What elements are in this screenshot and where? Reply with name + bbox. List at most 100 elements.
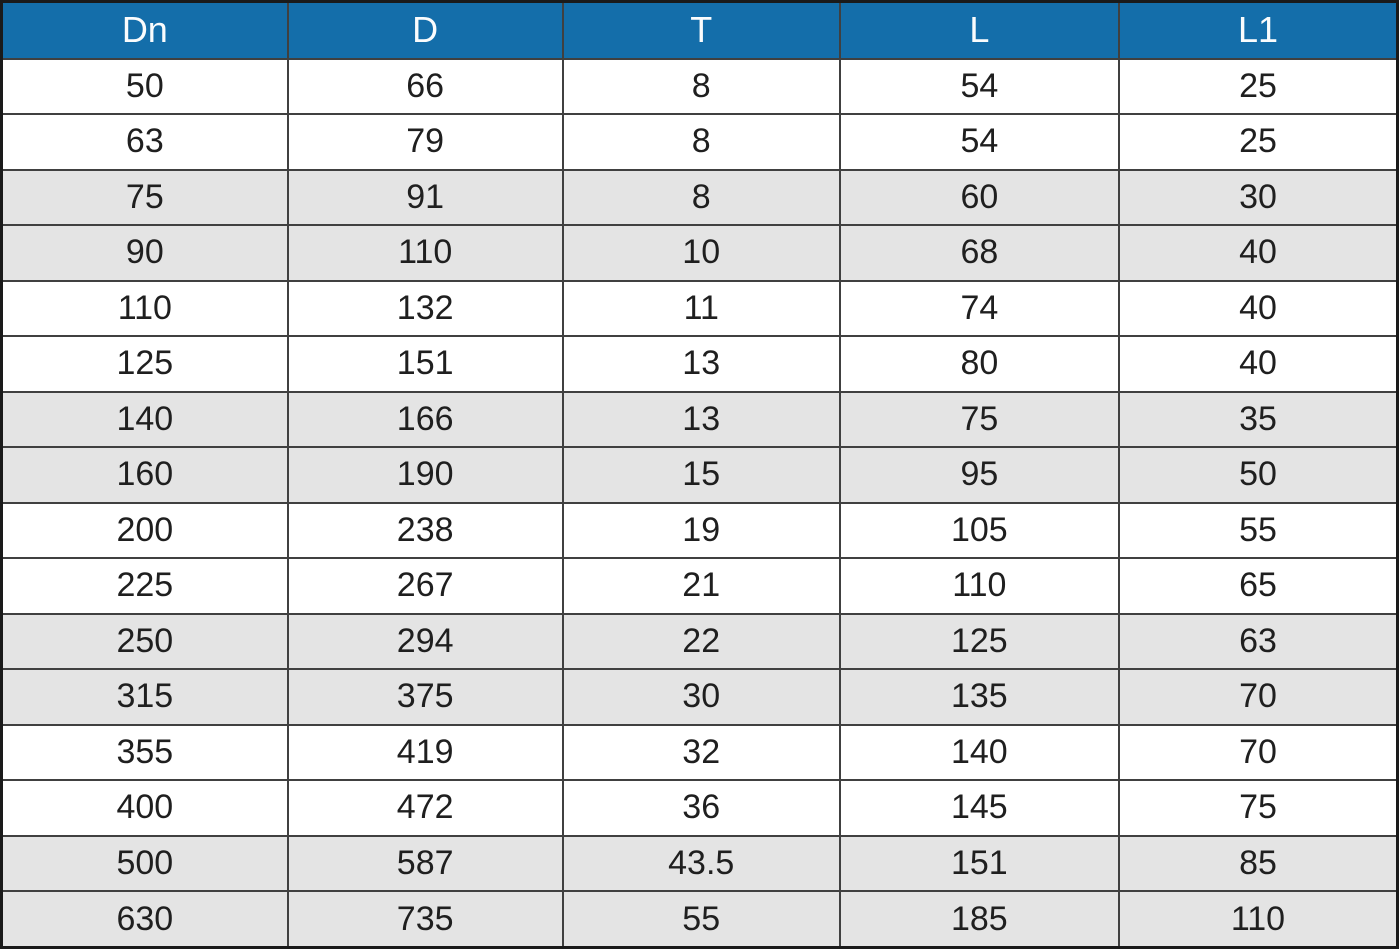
table-cell: 66	[286, 57, 564, 116]
table-cell: 160	[0, 446, 289, 504]
table-cell: 185	[838, 890, 1120, 949]
table-cell: 135	[838, 668, 1120, 726]
table-cell: 55	[561, 890, 841, 949]
table-cell: 36	[561, 779, 841, 837]
table-cell: 80	[838, 335, 1120, 393]
table-row: 63 79 8 54 25	[0, 113, 1399, 171]
table-row: 250 294 22 125 63	[0, 612, 1399, 671]
table-cell: 110	[0, 279, 289, 338]
table-header: Dn D T L L1	[0, 0, 1399, 60]
table-cell: 13	[561, 390, 841, 449]
table-cell: 630	[0, 890, 289, 949]
table-body: 50 66 8 54 25 63 79 8 54 25 75 91 8 60 30 90 110 10 68 40 11…	[0, 57, 1399, 949]
table-cell: 140	[0, 390, 289, 449]
table-row: 75 91 8 60 30	[0, 168, 1399, 227]
table-cell: 95	[838, 446, 1120, 504]
table-cell: 140	[838, 723, 1120, 782]
table-cell: 15	[561, 446, 841, 504]
table-cell: 25	[1117, 57, 1399, 116]
table-cell: 54	[838, 57, 1120, 116]
table-cell: 315	[0, 668, 289, 726]
table-cell: 472	[286, 779, 564, 837]
table-cell: 110	[1117, 890, 1399, 949]
table-row: 500 587 43.5 151 85	[0, 834, 1399, 893]
table-cell: 54	[838, 113, 1120, 171]
table-cell: 40	[1117, 279, 1399, 338]
table-cell: 200	[0, 501, 289, 560]
table-cell: 166	[286, 390, 564, 449]
table-cell: 21	[561, 557, 841, 615]
table-row: 90 110 10 68 40	[0, 224, 1399, 282]
table-cell: 294	[286, 612, 564, 671]
table-cell: 375	[286, 668, 564, 726]
table-cell: 35	[1117, 390, 1399, 449]
table-cell: 238	[286, 501, 564, 560]
table-row: 125 151 13 80 40	[0, 335, 1399, 393]
table-cell: 68	[838, 224, 1120, 282]
table-cell: 8	[561, 168, 841, 227]
table-cell: 32	[561, 723, 841, 782]
table-row: 110 132 11 74 40	[0, 279, 1399, 338]
table-cell: 74	[838, 279, 1120, 338]
table-cell: 75	[0, 168, 289, 227]
table-row: 140 166 13 75 35	[0, 390, 1399, 449]
table-row: 400 472 36 145 75	[0, 779, 1399, 837]
table-cell: 65	[1117, 557, 1399, 615]
table-row: 50 66 8 54 25	[0, 57, 1399, 116]
table-cell: 50	[1117, 446, 1399, 504]
table-cell: 90	[0, 224, 289, 282]
table-row: 160 190 15 95 50	[0, 446, 1399, 504]
header-cell-l1: L1	[1117, 0, 1399, 60]
table-cell: 43.5	[561, 834, 841, 893]
table-cell: 11	[561, 279, 841, 338]
table-cell: 267	[286, 557, 564, 615]
table-row: 355 419 32 140 70	[0, 723, 1399, 782]
table-cell: 70	[1117, 723, 1399, 782]
header-cell-t: T	[561, 0, 841, 60]
table-cell: 30	[1117, 168, 1399, 227]
table-cell: 151	[838, 834, 1120, 893]
header-row: Dn D T L L1	[0, 0, 1399, 60]
table-cell: 70	[1117, 668, 1399, 726]
table-cell: 75	[1117, 779, 1399, 837]
table-cell: 110	[286, 224, 564, 282]
table-cell: 125	[0, 335, 289, 393]
table-cell: 355	[0, 723, 289, 782]
table-cell: 145	[838, 779, 1120, 837]
table-cell: 8	[561, 57, 841, 116]
table-row: 630 735 55 185 110	[0, 890, 1399, 949]
table-cell: 30	[561, 668, 841, 726]
table-row: 225 267 21 110 65	[0, 557, 1399, 615]
table-cell: 40	[1117, 224, 1399, 282]
header-cell-dn: Dn	[0, 0, 289, 60]
table-cell: 190	[286, 446, 564, 504]
table-cell: 40	[1117, 335, 1399, 393]
table-cell: 10	[561, 224, 841, 282]
table-cell: 132	[286, 279, 564, 338]
table-cell: 25	[1117, 113, 1399, 171]
table-cell: 225	[0, 557, 289, 615]
table-cell: 400	[0, 779, 289, 837]
table-cell: 60	[838, 168, 1120, 227]
table-cell: 19	[561, 501, 841, 560]
table-cell: 250	[0, 612, 289, 671]
table-cell: 8	[561, 113, 841, 171]
table-cell: 587	[286, 834, 564, 893]
table-cell: 735	[286, 890, 564, 949]
table-cell: 151	[286, 335, 564, 393]
table-cell: 55	[1117, 501, 1399, 560]
table-cell: 75	[838, 390, 1120, 449]
header-cell-l: L	[838, 0, 1120, 60]
table-cell: 63	[1117, 612, 1399, 671]
table-row: 315 375 30 135 70	[0, 668, 1399, 726]
table-cell: 110	[838, 557, 1120, 615]
table-cell: 22	[561, 612, 841, 671]
header-cell-d: D	[286, 0, 564, 60]
table-cell: 500	[0, 834, 289, 893]
table-cell: 63	[0, 113, 289, 171]
table-cell: 85	[1117, 834, 1399, 893]
table-cell: 419	[286, 723, 564, 782]
table-cell: 105	[838, 501, 1120, 560]
table-row: 200 238 19 105 55	[0, 501, 1399, 560]
